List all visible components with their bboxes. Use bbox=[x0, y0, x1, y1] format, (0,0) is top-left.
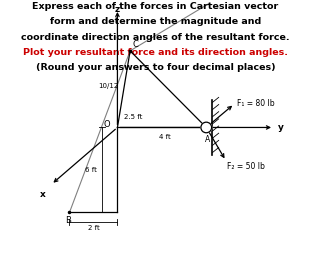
Text: O: O bbox=[104, 120, 110, 129]
Text: 4 ft: 4 ft bbox=[159, 134, 170, 141]
Text: form and determine the magnitude and: form and determine the magnitude and bbox=[50, 17, 261, 26]
Text: z: z bbox=[115, 5, 120, 14]
Text: 6 ft: 6 ft bbox=[85, 167, 97, 173]
Text: Express each of the forces in Cartesian vector: Express each of the forces in Cartesian … bbox=[32, 2, 279, 11]
Text: F₂ = 50 lb: F₂ = 50 lb bbox=[227, 162, 265, 171]
Text: F₁ = 80 lb: F₁ = 80 lb bbox=[237, 99, 274, 108]
Text: A: A bbox=[205, 135, 210, 144]
Text: 2 ft: 2 ft bbox=[88, 225, 99, 231]
Text: coordinate direction angles of the resultant force.: coordinate direction angles of the resul… bbox=[21, 33, 290, 42]
Text: y: y bbox=[278, 123, 284, 132]
Text: B: B bbox=[65, 216, 71, 225]
Text: 10/12: 10/12 bbox=[98, 83, 118, 89]
Circle shape bbox=[201, 122, 211, 133]
Text: 2.5 ft: 2.5 ft bbox=[124, 115, 142, 120]
Text: Plot your resultant force and its direction angles.: Plot your resultant force and its direct… bbox=[23, 48, 288, 57]
Text: (Round your answers to four decimal places): (Round your answers to four decimal plac… bbox=[36, 63, 275, 73]
Text: C: C bbox=[133, 39, 139, 49]
Text: x: x bbox=[40, 190, 46, 199]
